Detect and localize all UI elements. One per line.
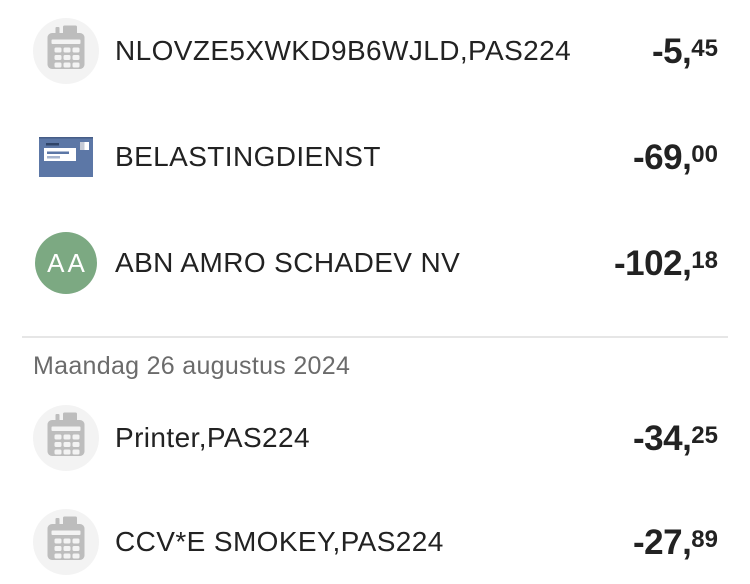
transaction-row[interactable]: Printer,PAS224 -34, 25 <box>33 405 718 471</box>
transaction-row[interactable]: BELASTINGDIENST -69, 00 <box>33 124 718 190</box>
belastingdienst-envelope-icon <box>33 124 99 190</box>
transaction-name: Printer,PAS224 <box>115 422 310 453</box>
pos-terminal-icon <box>33 509 99 575</box>
transaction-amount: -27, 89 <box>633 525 718 560</box>
amount-cents: 45 <box>691 34 718 62</box>
amount-cents: 25 <box>691 421 718 449</box>
pos-terminal-icon <box>33 18 99 84</box>
amount-euros: -27, <box>632 522 692 562</box>
transaction-name: CCV*E SMOKEY,PAS224 <box>115 526 444 557</box>
transaction-name: NLOVZE5XWKD9B6WJLD,PAS224 <box>115 35 572 66</box>
transaction-amount: -102, 18 <box>614 246 718 281</box>
transaction-name: ABN AMRO SCHADEV NV <box>115 247 461 278</box>
transaction-row[interactable]: CCV*E SMOKEY,PAS224 -27, 89 <box>33 509 718 575</box>
section-divider <box>22 336 728 338</box>
transaction-row[interactable]: NLOVZE5XWKD9B6WJLD,PAS224 -5, 45 <box>33 18 718 84</box>
transaction-amount: -69, 00 <box>633 140 718 175</box>
amount-euros: -5, <box>651 31 692 71</box>
transaction-amount: -34, 25 <box>633 421 718 456</box>
pos-terminal-icon <box>33 405 99 471</box>
amount-euros: -34, <box>632 418 692 458</box>
amount-cents: 18 <box>691 246 718 274</box>
amount-euros: -102, <box>614 243 692 283</box>
transaction-amount: -5, 45 <box>652 34 718 69</box>
amount-cents: 00 <box>691 140 718 168</box>
amount-euros: -69, <box>632 137 692 177</box>
transaction-name: BELASTINGDIENST <box>115 141 381 172</box>
transaction-row[interactable]: AA ABN AMRO SCHADEV NV -102, 18 <box>33 230 718 296</box>
date-header: Maandag 26 augustus 2024 <box>33 352 351 380</box>
amount-cents: 89 <box>691 525 718 553</box>
initials-avatar: AA <box>35 232 97 294</box>
